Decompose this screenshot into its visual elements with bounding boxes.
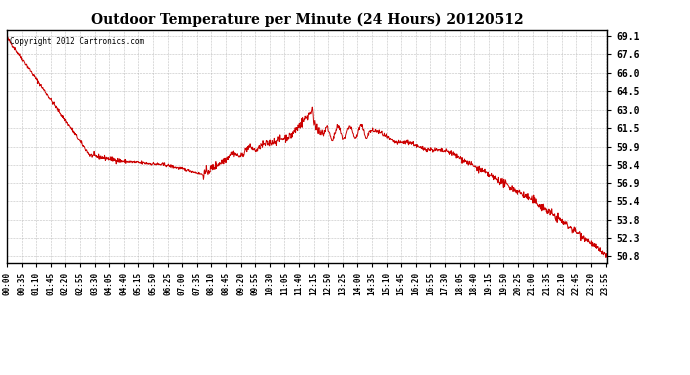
Text: Copyright 2012 Cartronics.com: Copyright 2012 Cartronics.com (10, 37, 144, 46)
Title: Outdoor Temperature per Minute (24 Hours) 20120512: Outdoor Temperature per Minute (24 Hours… (91, 13, 523, 27)
